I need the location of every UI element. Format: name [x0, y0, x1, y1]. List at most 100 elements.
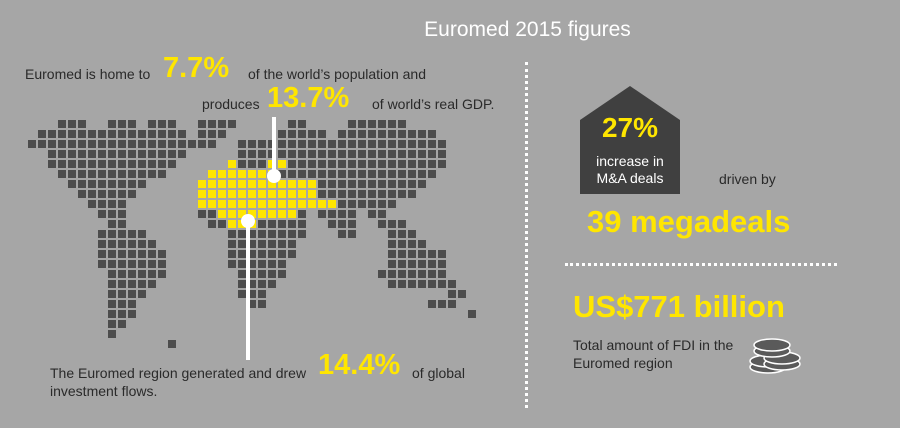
map-cell: [138, 270, 146, 278]
map-cell: [108, 160, 116, 168]
map-cell: [298, 230, 306, 238]
map-cell: [338, 150, 346, 158]
map-cell: [298, 160, 306, 168]
map-cell: [58, 170, 66, 178]
map-cell: [218, 220, 226, 228]
map-cell: [258, 280, 266, 288]
map-cell: [338, 180, 346, 188]
map-cell: [298, 170, 306, 178]
map-cell: [118, 130, 126, 138]
map-cell: [108, 210, 116, 218]
map-cell: [258, 300, 266, 308]
euromed-map-cell: [268, 180, 276, 188]
map-cell: [138, 280, 146, 288]
map-cell: [158, 260, 166, 268]
map-cell: [228, 260, 236, 268]
euromed-map-cell: [218, 180, 226, 188]
map-cell: [78, 120, 86, 128]
euromed-map-cell: [288, 190, 296, 198]
map-cell: [118, 150, 126, 158]
map-cell: [78, 180, 86, 188]
investment-suffix: of global: [412, 365, 465, 381]
euromed-map-cell: [208, 180, 216, 188]
map-cell: [128, 280, 136, 288]
euromed-map-cell: [228, 160, 236, 168]
map-cell: [108, 190, 116, 198]
map-cell: [108, 200, 116, 208]
map-cell: [398, 270, 406, 278]
map-cell: [238, 160, 246, 168]
map-cell: [58, 140, 66, 148]
map-cell: [448, 280, 456, 288]
map-cell: [438, 270, 446, 278]
fdi-value: US$771 billion: [573, 289, 785, 324]
map-cell: [358, 160, 366, 168]
map-cell: [158, 160, 166, 168]
map-cell: [408, 130, 416, 138]
map-cell: [248, 280, 256, 288]
map-cell: [98, 140, 106, 148]
map-cell: [228, 250, 236, 258]
map-cell: [238, 240, 246, 248]
euromed-map-cell: [288, 200, 296, 208]
map-cell: [238, 230, 246, 238]
map-cell: [118, 170, 126, 178]
ma-label-line1: increase in: [596, 153, 664, 169]
map-cell: [58, 150, 66, 158]
map-cell: [428, 300, 436, 308]
map-cell: [288, 150, 296, 158]
investment-pointer-dot: [241, 214, 255, 228]
map-cell: [428, 250, 436, 258]
euromed-map-cell: [248, 170, 256, 178]
map-cell: [278, 220, 286, 228]
map-cell: [398, 140, 406, 148]
map-cell: [388, 280, 396, 288]
map-cell: [278, 270, 286, 278]
euromed-map-cell: [228, 180, 236, 188]
map-cell: [368, 200, 376, 208]
euromed-map-cell: [278, 210, 286, 218]
map-cell: [248, 290, 256, 298]
map-cell: [248, 270, 256, 278]
map-cell: [168, 140, 176, 148]
map-cell: [428, 150, 436, 158]
map-cell: [408, 270, 416, 278]
map-cell: [398, 230, 406, 238]
map-cell: [118, 180, 126, 188]
map-cell: [438, 160, 446, 168]
map-cell: [438, 250, 446, 258]
map-cell: [238, 140, 246, 148]
map-cell: [448, 290, 456, 298]
map-cell: [148, 240, 156, 248]
map-cell: [318, 130, 326, 138]
map-cell: [98, 240, 106, 248]
map-cell: [198, 130, 206, 138]
map-cell: [68, 160, 76, 168]
euromed-map-cell: [298, 200, 306, 208]
map-cell: [108, 220, 116, 228]
map-cell: [108, 320, 116, 328]
map-cell: [88, 180, 96, 188]
map-cell: [288, 140, 296, 148]
map-cell: [418, 260, 426, 268]
euromed-map-cell: [248, 180, 256, 188]
map-cell: [348, 160, 356, 168]
map-cell: [388, 150, 396, 158]
gdp-pointer-dot: [267, 169, 281, 183]
map-cell: [108, 140, 116, 148]
map-cell: [278, 240, 286, 248]
euromed-map-cell: [258, 170, 266, 178]
map-cell: [388, 220, 396, 228]
euromed-map-cell: [298, 190, 306, 198]
map-cell: [198, 140, 206, 148]
map-cell: [388, 240, 396, 248]
euromed-map-cell: [218, 210, 226, 218]
map-cell: [388, 140, 396, 148]
map-cell: [248, 230, 256, 238]
map-cell: [348, 120, 356, 128]
euromed-map-cell: [238, 190, 246, 198]
map-cell: [198, 210, 206, 218]
map-cell: [108, 260, 116, 268]
map-cell: [348, 140, 356, 148]
